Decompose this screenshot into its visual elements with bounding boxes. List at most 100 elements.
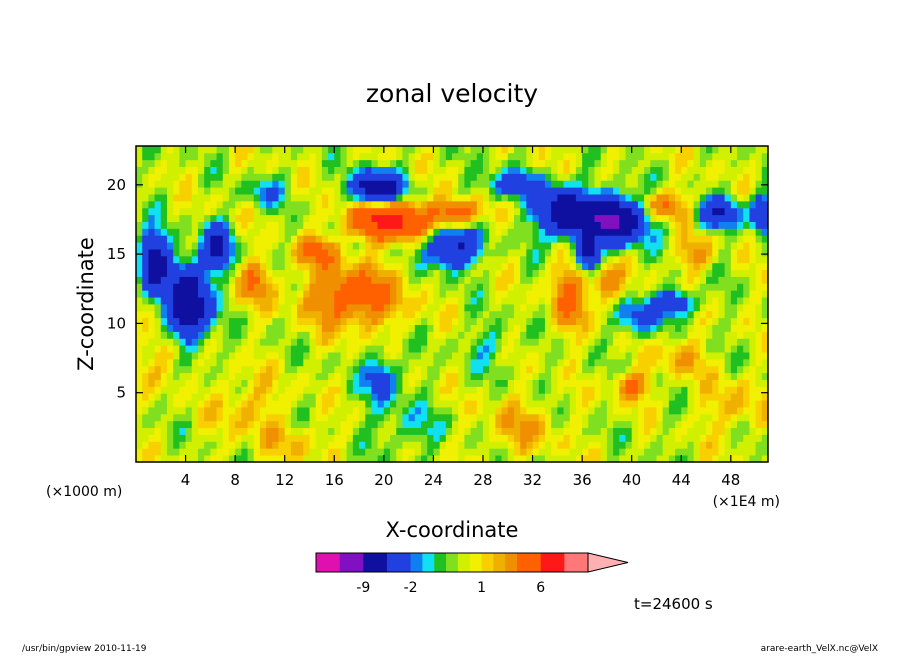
heatmap-cell bbox=[687, 400, 695, 408]
heatmap-cell bbox=[352, 269, 360, 277]
heatmap-cell bbox=[489, 235, 496, 243]
heatmap-cell bbox=[606, 365, 614, 374]
heatmap-cell bbox=[359, 365, 366, 374]
heatmap-cell bbox=[328, 146, 335, 154]
heatmap-cell bbox=[247, 269, 255, 277]
heatmap-cell bbox=[328, 159, 335, 168]
heatmap-cell bbox=[619, 310, 626, 319]
heatmap-cell bbox=[328, 345, 335, 353]
heatmap-cell bbox=[148, 358, 155, 367]
heatmap-cell bbox=[371, 441, 379, 449]
heatmap-cell bbox=[755, 345, 763, 353]
heatmap-cell bbox=[675, 386, 682, 394]
heatmap-cell bbox=[693, 379, 701, 387]
heatmap-cell bbox=[197, 441, 205, 449]
heatmap-cell bbox=[297, 420, 304, 429]
heatmap-cell bbox=[520, 365, 527, 374]
heatmap-cell bbox=[613, 352, 620, 360]
colorbar-segment bbox=[316, 553, 340, 572]
heatmap-cell bbox=[464, 372, 471, 380]
heatmap-cell bbox=[544, 255, 552, 264]
heatmap-cell bbox=[749, 407, 757, 415]
heatmap-cell bbox=[402, 166, 410, 174]
heatmap-cell bbox=[191, 372, 199, 380]
heatmap-cell bbox=[340, 427, 348, 435]
heatmap-cell bbox=[712, 427, 719, 435]
heatmap-cell bbox=[173, 255, 180, 264]
heatmap-cell bbox=[557, 358, 564, 367]
heatmap-cell bbox=[482, 159, 490, 168]
heatmap-cell bbox=[662, 152, 670, 161]
heatmap-cell bbox=[303, 331, 310, 339]
heatmap-cell bbox=[538, 331, 546, 339]
heatmap-cell bbox=[718, 235, 726, 243]
heatmap-cell bbox=[408, 386, 416, 394]
heatmap-cell bbox=[365, 262, 372, 271]
heatmap-cell bbox=[749, 393, 757, 401]
heatmap-cell bbox=[755, 228, 763, 236]
heatmap-cell bbox=[377, 393, 385, 401]
heatmap-cell bbox=[699, 159, 707, 168]
heatmap-cell bbox=[179, 427, 186, 435]
heatmap-cell bbox=[613, 400, 620, 408]
heatmap-cell bbox=[371, 304, 379, 312]
heatmap-cell bbox=[402, 235, 410, 243]
heatmap-cell bbox=[532, 159, 540, 168]
heatmap-cell bbox=[613, 393, 620, 401]
heatmap-cell bbox=[743, 324, 750, 332]
heatmap-cell bbox=[166, 194, 174, 202]
heatmap-cell bbox=[166, 352, 174, 360]
heatmap-cell bbox=[371, 290, 379, 298]
heatmap-cell bbox=[408, 434, 416, 442]
heatmap-cell bbox=[396, 235, 403, 243]
heatmap-cell bbox=[334, 400, 341, 408]
heatmap-cell bbox=[718, 434, 726, 442]
heatmap-cell bbox=[197, 269, 205, 277]
heatmap-cell bbox=[476, 249, 484, 257]
heatmap-cell bbox=[272, 152, 279, 161]
heatmap-cell bbox=[297, 317, 304, 326]
heatmap-cell bbox=[743, 352, 750, 360]
heatmap-cell bbox=[724, 249, 732, 257]
heatmap-cell bbox=[303, 345, 310, 353]
x-tick-label: 24 bbox=[424, 471, 443, 489]
heatmap-cell bbox=[513, 338, 521, 346]
heatmap-cell bbox=[328, 310, 335, 319]
heatmap-cell bbox=[650, 324, 657, 332]
heatmap-cell bbox=[278, 228, 286, 236]
heatmap-cell bbox=[631, 262, 639, 271]
heatmap-cell bbox=[222, 400, 230, 408]
heatmap-cell bbox=[216, 448, 224, 456]
heatmap-cell bbox=[235, 455, 242, 463]
heatmap-cell bbox=[526, 413, 533, 422]
heatmap-cell bbox=[706, 372, 713, 380]
heatmap-cell bbox=[433, 200, 441, 209]
heatmap-cell bbox=[272, 290, 279, 298]
heatmap-cell bbox=[712, 255, 719, 264]
heatmap-cell bbox=[309, 317, 317, 326]
heatmap-cell bbox=[501, 152, 509, 161]
heatmap-cell bbox=[730, 324, 738, 332]
heatmap-cell bbox=[644, 249, 651, 257]
heatmap-cell bbox=[507, 235, 515, 243]
heatmap-cell bbox=[743, 372, 750, 380]
heatmap-cell bbox=[433, 434, 441, 442]
heatmap-cell bbox=[433, 187, 441, 195]
heatmap-cell bbox=[160, 400, 168, 408]
heatmap-cell bbox=[569, 249, 577, 257]
heatmap-cell bbox=[359, 249, 366, 257]
heatmap-cell bbox=[179, 290, 186, 298]
heatmap-cell bbox=[606, 413, 614, 422]
heatmap-cell bbox=[495, 331, 502, 339]
heatmap-cell bbox=[637, 434, 645, 442]
heatmap-cell bbox=[544, 393, 552, 401]
heatmap-cell bbox=[737, 262, 744, 271]
heatmap-cell bbox=[414, 235, 422, 243]
heatmap-cell bbox=[321, 352, 329, 360]
heatmap-cell bbox=[334, 214, 341, 222]
heatmap-cell bbox=[278, 331, 286, 339]
heatmap-cell bbox=[737, 187, 744, 195]
heatmap-cell bbox=[148, 297, 155, 305]
heatmap-cell bbox=[668, 310, 676, 319]
heatmap-cell bbox=[290, 413, 298, 422]
